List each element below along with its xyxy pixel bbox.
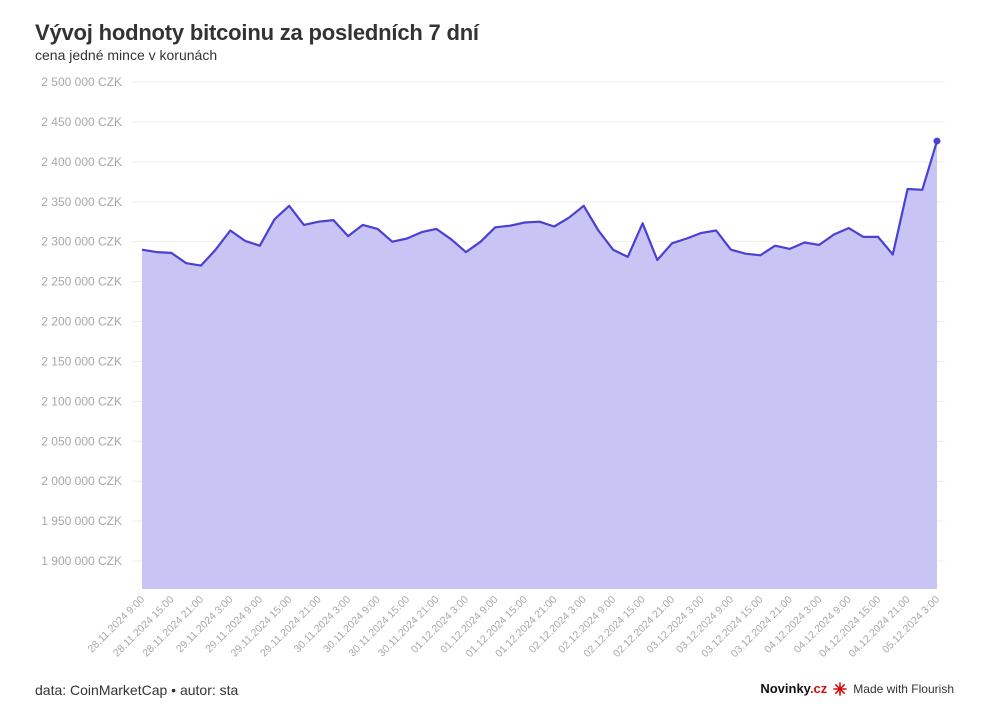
chart-subtitle: cena jedné mince v korunách: [35, 47, 218, 63]
last-point-marker[interactable]: [933, 137, 941, 145]
y-tick-label: 2 200 000 CZK: [41, 315, 122, 329]
y-tick-label: 2 350 000 CZK: [41, 195, 122, 209]
footer-branding: Novinky.cz Made with Flourish: [760, 681, 954, 696]
series-line: [141, 140, 939, 267]
chart-title: Vývoj hodnoty bitcoinu za posledních 7 d…: [35, 20, 479, 45]
y-tick-label: 2 250 000 CZK: [41, 275, 122, 289]
y-tick-label: 2 000 000 CZK: [41, 474, 122, 488]
source-credit: data: CoinMarketCap • autor: sta: [35, 682, 239, 698]
y-axis-ticks: 1 900 000 CZK 1 950 000 CZK 2 000 000 CZK 2…: [41, 75, 122, 568]
area-series: [141, 137, 941, 589]
y-tick-label: 1 900 000 CZK: [41, 554, 122, 568]
novinky-logo[interactable]: Novinky.cz: [760, 681, 828, 696]
y-tick-label: 2 100 000 CZK: [41, 394, 122, 408]
y-tick-label: 2 150 000 CZK: [41, 354, 122, 368]
flourish-credit[interactable]: Made with Flourish: [853, 681, 954, 696]
bitcoin-area-chart: 1 900 000 CZK 1 950 000 CZK 2 000 000 CZK 2…: [41, 75, 945, 660]
y-tick-label: 2 450 000 CZK: [41, 115, 122, 129]
y-tick-label: 2 300 000 CZK: [41, 235, 122, 249]
area-fill: [142, 141, 937, 589]
y-tick-label: 2 400 000 CZK: [41, 155, 122, 169]
flourish-icon: [833, 681, 848, 696]
y-tick-label: 2 050 000 CZK: [41, 434, 122, 448]
y-tick-label: 2 500 000 CZK: [41, 75, 122, 89]
y-tick-label: 1 950 000 CZK: [41, 514, 122, 528]
